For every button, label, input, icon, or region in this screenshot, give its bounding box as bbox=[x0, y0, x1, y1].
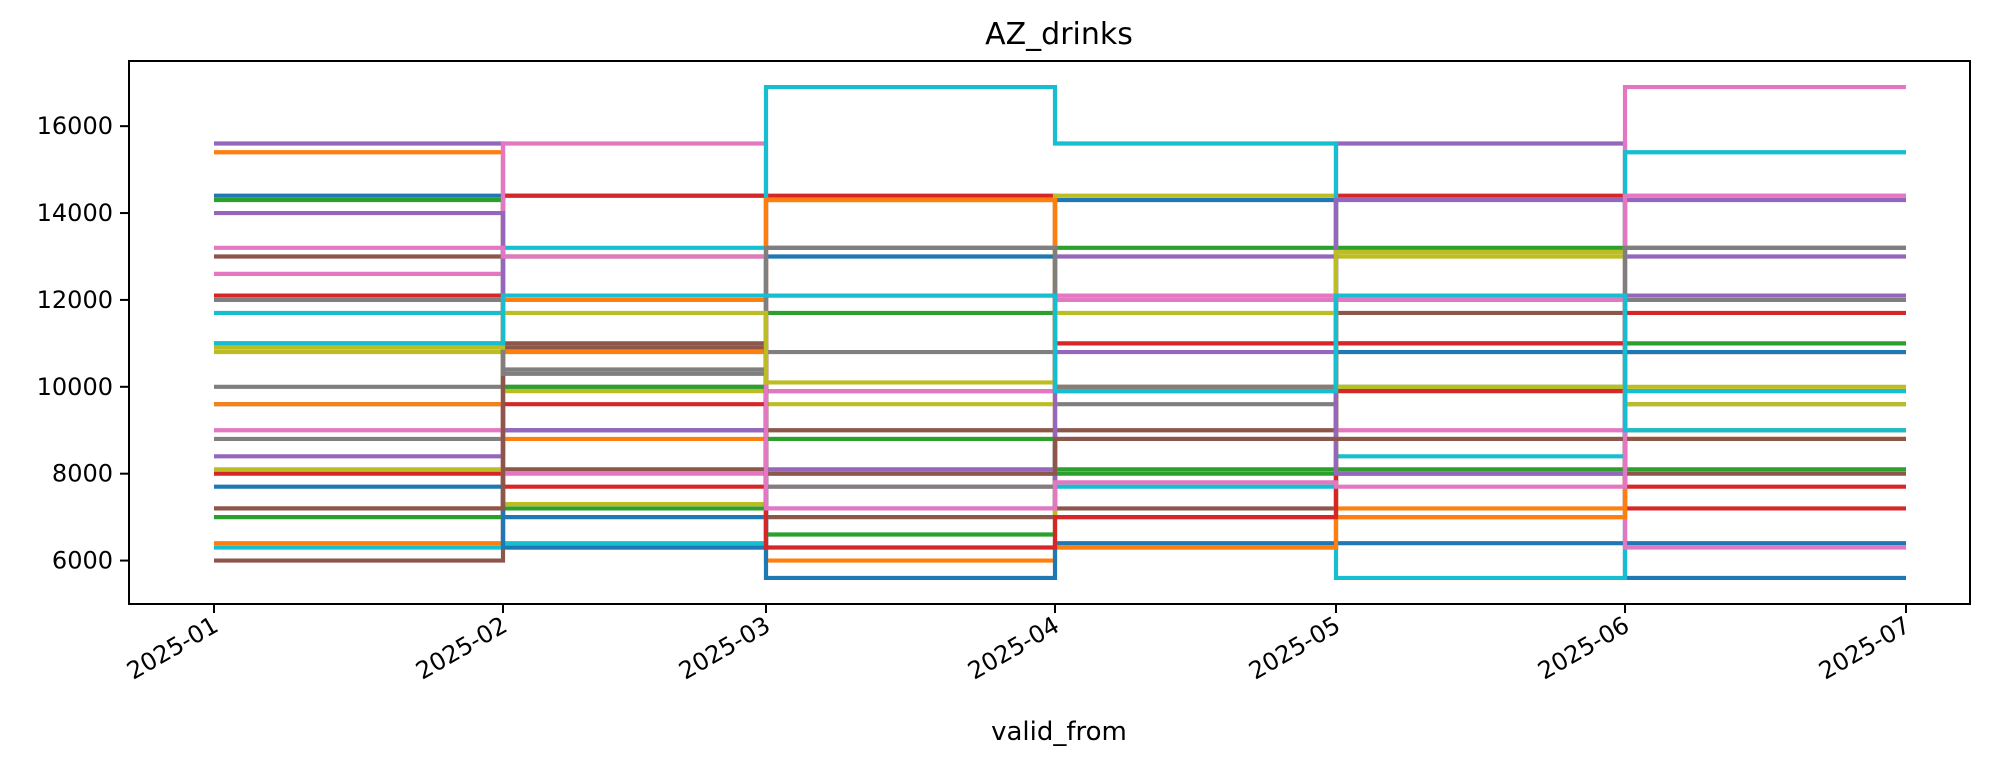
y-tick-label: 10000 bbox=[37, 373, 113, 401]
series-line-26 bbox=[214, 345, 1906, 511]
y-tick-label: 8000 bbox=[52, 460, 113, 488]
y-tick-label: 6000 bbox=[52, 547, 113, 575]
chart-title: AZ_drinks bbox=[985, 17, 1133, 52]
y-axis: 6000 8000 10000 12000 14000 16000 bbox=[37, 112, 129, 575]
y-tick-label: 14000 bbox=[37, 199, 113, 227]
series-line-30 bbox=[214, 293, 1906, 433]
y-tick-label: 12000 bbox=[37, 286, 113, 314]
plot-frame bbox=[128, 60, 1971, 605]
y-tick-label: 16000 bbox=[37, 112, 113, 140]
series-line-27 bbox=[214, 193, 1906, 511]
x-axis-label: valid_from bbox=[991, 717, 1127, 747]
series-layer bbox=[214, 84, 1906, 581]
